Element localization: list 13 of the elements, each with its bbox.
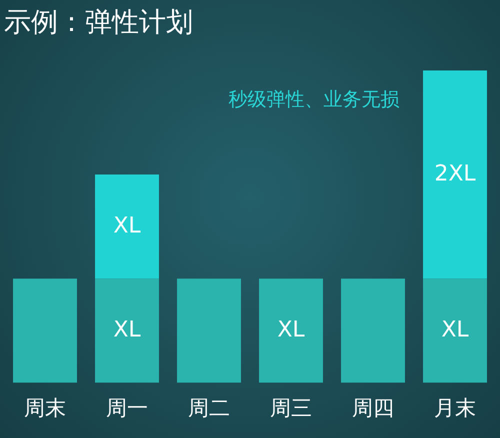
data-label: XL	[113, 317, 142, 342]
x-tick-label: 月末	[434, 396, 476, 420]
data-label: XL	[277, 317, 306, 342]
x-tick-label: 周一	[106, 396, 148, 420]
x-tick-label: 周末	[24, 396, 66, 420]
chart-title: 示例：弹性计划	[4, 7, 193, 38]
data-label: 2XL	[434, 161, 476, 186]
data-label: XL	[113, 213, 142, 238]
x-tick-label: 周三	[270, 396, 312, 420]
x-tick-label: 周二	[188, 396, 230, 420]
x-tick-label: 周四	[352, 396, 394, 420]
data-label: XL	[441, 317, 470, 342]
annotation: 秒级弹性、业务无损	[228, 88, 400, 110]
